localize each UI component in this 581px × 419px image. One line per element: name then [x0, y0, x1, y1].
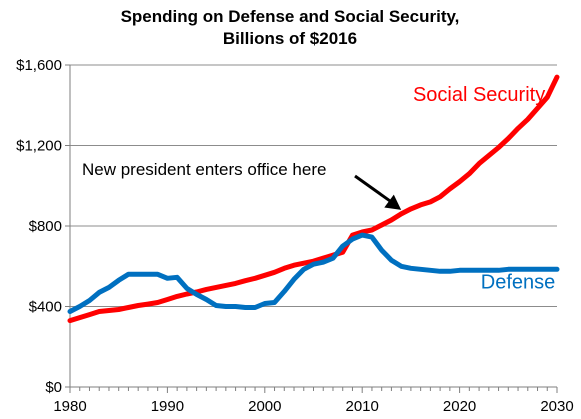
y-tick-label: $800	[29, 218, 62, 235]
series-line-social-security	[67, 74, 560, 324]
x-tick-label: 1990	[151, 398, 184, 415]
annotation-arrow-shaft	[354, 174, 396, 206]
series-lines	[67, 74, 560, 324]
annotation-text: New president enters office here	[82, 160, 326, 179]
x-tick-label: 2000	[248, 398, 281, 415]
x-tick-label: 2030	[540, 398, 573, 415]
series-line-defense	[67, 232, 560, 314]
chart-title-line1: Spending on Defense and Social Security,	[121, 7, 460, 26]
y-tick-label: $0	[45, 379, 62, 396]
series-label-defense: Defense	[481, 271, 556, 293]
chart-title-line2: Billions of $2016	[223, 29, 357, 48]
x-tick-label: 2010	[346, 398, 379, 415]
annotation-arrow-head	[384, 194, 402, 210]
gridlines	[70, 64, 557, 307]
y-tick-label: $400	[29, 299, 62, 316]
y-tick-label: $1,200	[16, 138, 62, 155]
axes: $0 $400 $800 $1,200 $1,600 1980 1990 2000 2010 20…	[16, 57, 574, 415]
x-tick-label: 2020	[443, 398, 476, 415]
series-label-social-security: Social Security	[413, 84, 545, 106]
y-tick-label: $1,600	[16, 57, 62, 74]
x-tick-label: 1980	[53, 398, 86, 415]
annotation: New president enters office here	[82, 160, 402, 210]
series-labels: Social Security Defense	[413, 84, 555, 293]
